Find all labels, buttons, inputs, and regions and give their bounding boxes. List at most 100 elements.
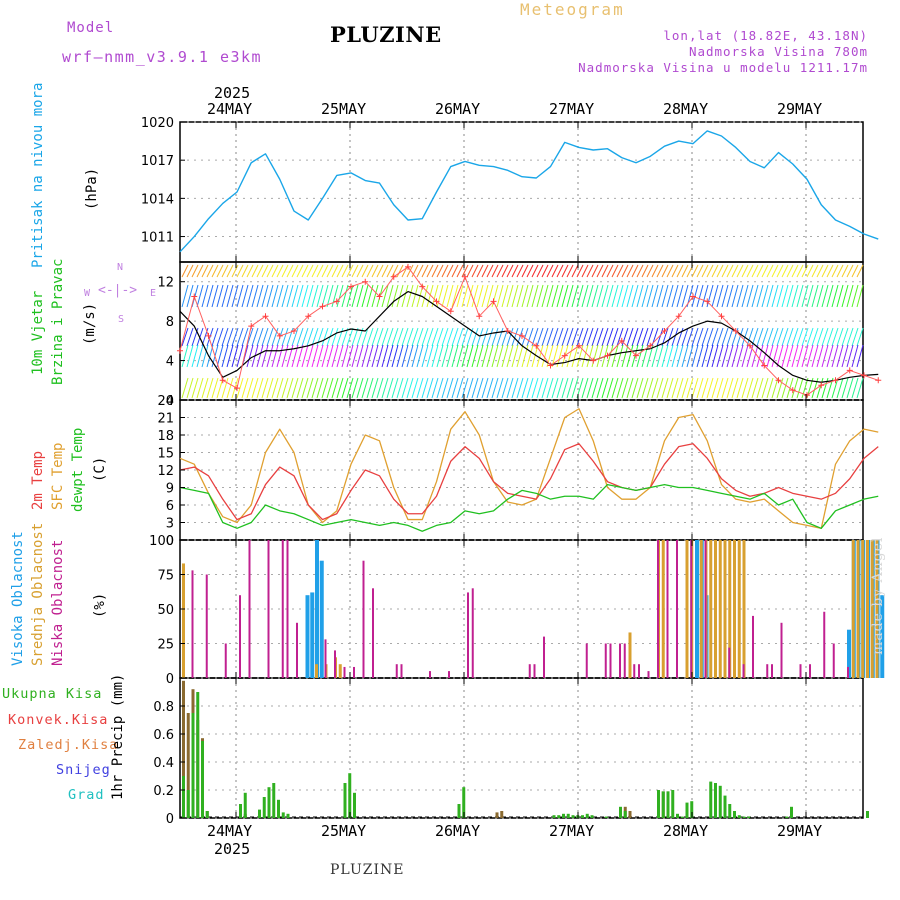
wind-barb [196,344,204,368]
wind-barb [721,264,729,278]
wind-barb [836,264,844,278]
wind-barb [756,284,764,308]
wind-barb [376,377,384,399]
wind-barb [611,327,619,347]
cloud-mid-bar [709,540,713,678]
wind-barb [276,377,284,399]
wind-barb [801,377,809,399]
cloud-low-bar [690,540,693,678]
wind-barb [216,327,224,347]
gust-marker [861,372,867,379]
wind-barb [566,284,574,308]
wind-barb [501,377,509,399]
wind-barb [661,284,669,308]
wind-barb [626,344,634,368]
wind-barb [446,284,454,308]
wind-barb [831,327,839,347]
cloud-low-bar [638,664,640,678]
wind-barb [506,264,514,278]
cloud-mid-bar [851,540,855,678]
wind-barb [451,377,459,399]
wind-barb [256,284,264,308]
wind-barb [841,327,849,347]
wind-barb [326,284,334,308]
total-precip-bar [581,815,584,818]
wind-barb [811,344,819,368]
wind-barb [771,264,779,278]
wind-barb [651,377,659,399]
wind-barb [631,377,639,399]
wind-barb [336,327,344,347]
wind-barb [726,327,734,347]
wind-barb [436,264,444,278]
wind-barb [501,344,509,368]
wind-barb [756,344,764,368]
wind-barb [541,377,549,399]
wind-barb [206,327,214,347]
compass-s: S [118,314,125,325]
y-tick-label: 0 [166,534,174,549]
wind-barb [246,377,254,399]
cloud-low-bar [533,664,536,678]
legend-convective-rain: Konvek.Kisa [8,712,109,728]
wind-barb [616,377,624,399]
wind-barb [666,264,674,278]
wind-barb [201,377,209,399]
wind-barb [491,264,499,278]
wind-barb [506,344,514,368]
wind-barb [556,377,564,399]
day-label-top: 26MAY [435,100,481,118]
wind-barb [791,284,799,308]
wind-barb [546,264,554,278]
cloud-low-bar [742,664,745,678]
wind-barb [856,284,864,308]
wind-barb [601,377,609,399]
total-precip-bar [690,801,694,818]
wind-barb [501,284,509,308]
total-precip-bar [258,809,261,818]
wind-barb [776,344,784,368]
wind-barb [226,344,234,368]
wind-barb [731,377,739,399]
wind-barb [581,344,589,368]
wind-barb [391,264,399,278]
wind-barb [256,264,264,278]
gust-marker [476,313,483,320]
wind-barb [766,327,774,347]
wind-barb [721,377,729,399]
wind-barb [781,344,789,368]
wind-barb [296,344,304,368]
day-label-top: 27MAY [549,100,595,118]
y-tick-label: 12 [157,276,174,291]
wind-barb [796,344,804,368]
wind-barb [846,327,854,347]
wind-barb [726,284,734,308]
total-precip-bar [571,815,575,818]
wind-barb [626,284,634,308]
wind-barb [571,264,579,278]
wind-barb [216,264,224,278]
gust-marker [661,328,668,334]
total-precip-bar [348,773,352,818]
wind-barb [801,264,809,278]
cloud-low-bar [676,540,678,678]
cloud-mid-bar [714,540,717,678]
wind-barb [851,264,859,278]
gust-marker [234,385,240,392]
wind-barb [451,327,459,347]
total-precip-bar [657,790,660,818]
wind-barb [331,284,339,308]
wind-barb [491,377,499,399]
wind-barb [816,327,824,347]
wind-barb [391,377,399,399]
wind-barb [591,377,599,399]
gust-marker [462,273,468,280]
wind-barb [191,377,199,399]
wind-barb [696,264,704,278]
wind-barb [331,327,339,347]
wind-barb [226,327,234,347]
wind-barb [421,327,429,347]
wind-barb [616,344,624,368]
wind-gust-line [179,266,879,396]
wind-barb [511,264,519,278]
